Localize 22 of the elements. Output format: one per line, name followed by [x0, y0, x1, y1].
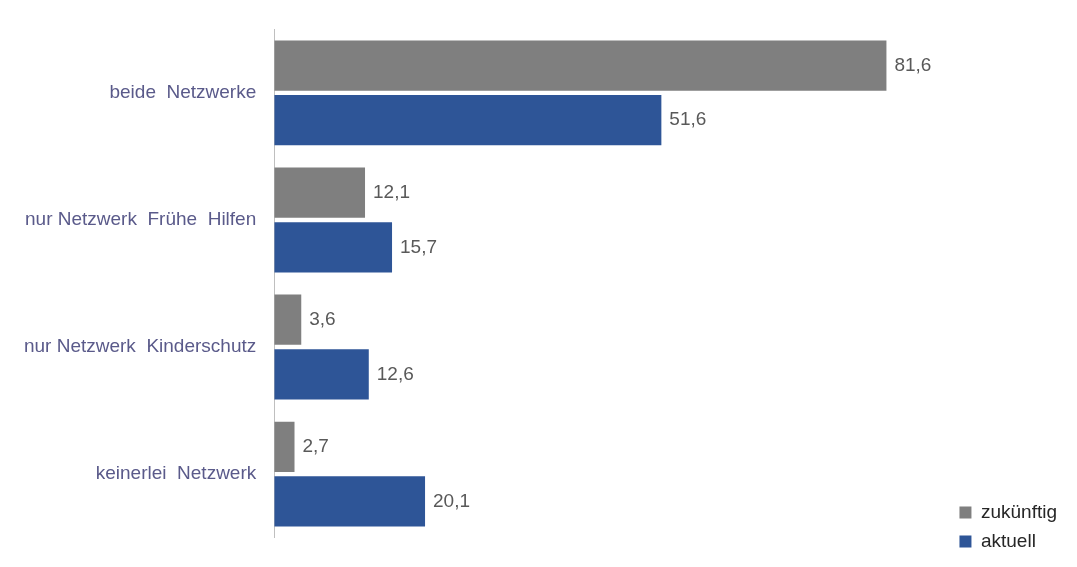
data-label: 12,1: [373, 180, 411, 202]
legend-label: zukünftig: [980, 500, 1057, 522]
bar: [274, 222, 393, 273]
bar: [274, 349, 369, 400]
y-tick-label: nur Netzwerk Frühe Hilfen: [25, 208, 257, 230]
y-tick-label: nur Netzwerk Kinderschutz: [23, 335, 257, 357]
y-tick-label: keinerlei Netzwerk: [95, 462, 257, 484]
bar: [274, 294, 302, 345]
legend-label: aktuell: [980, 529, 1036, 551]
data-label: 3,6: [309, 307, 336, 329]
bar: [274, 421, 295, 472]
data-label: 15,7: [400, 235, 438, 257]
data-label: 20,1: [433, 489, 471, 511]
bar: [274, 476, 426, 527]
bar: [274, 167, 366, 218]
bar: [274, 40, 887, 91]
y-tick-label: beide Netzwerke: [109, 81, 257, 103]
data-label: 81,6: [894, 53, 932, 75]
bar: [274, 95, 662, 146]
data-label: 51,6: [669, 108, 707, 130]
data-label: 12,6: [376, 362, 414, 384]
data-label: 2,7: [302, 434, 329, 456]
